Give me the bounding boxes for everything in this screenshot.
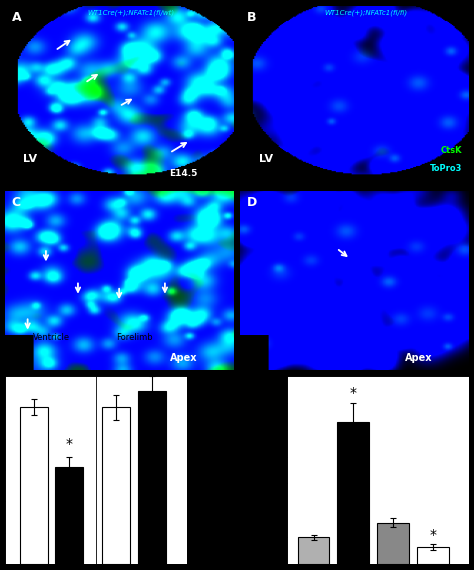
Text: *: * (66, 437, 73, 451)
Text: Forelimb: Forelimb (116, 333, 152, 342)
Text: *: * (350, 386, 357, 400)
Bar (20, 407, 48, 564)
Text: WT1Cre(+);NFATc1(fl/fl): WT1Cre(+);NFATc1(fl/fl) (325, 9, 408, 16)
Text: F: F (236, 368, 245, 381)
Text: D: D (247, 196, 257, 209)
Text: E14.5: E14.5 (170, 169, 198, 178)
Text: A: A (11, 11, 21, 24)
Text: Ventricle: Ventricle (33, 333, 70, 342)
Text: LV: LV (23, 154, 37, 164)
Bar (417, 547, 449, 564)
Bar (55, 467, 83, 564)
Y-axis label: Fold change in $\it{Ctsk}$: Fold change in $\it{Ctsk}$ (257, 428, 270, 512)
Text: ToPro3: ToPro3 (430, 164, 463, 173)
Bar (377, 523, 409, 564)
Bar (137, 392, 166, 564)
Bar (102, 407, 130, 564)
Text: C: C (11, 196, 21, 209)
Bar (298, 538, 329, 564)
Text: WT1Cre(+);NFATc1(fl/wt): WT1Cre(+);NFATc1(fl/wt) (87, 9, 174, 16)
Text: *: * (429, 528, 437, 542)
Text: Apex: Apex (405, 353, 433, 363)
Bar (337, 422, 369, 564)
Text: CtsK: CtsK (441, 146, 463, 154)
Text: LV: LV (259, 154, 273, 164)
Text: B: B (247, 11, 257, 24)
Text: Apex: Apex (170, 353, 197, 363)
